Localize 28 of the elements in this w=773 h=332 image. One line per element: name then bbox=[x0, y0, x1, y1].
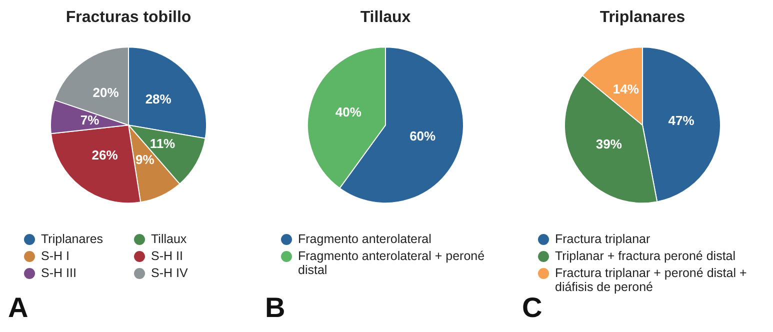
legend-label: S-H III bbox=[41, 266, 76, 280]
data-label: 11% bbox=[150, 136, 176, 151]
data-label: 9% bbox=[136, 152, 155, 168]
data-label: 28% bbox=[145, 92, 172, 107]
legend-label: Triplanares bbox=[41, 232, 104, 246]
legend-label: Fragmento anterolateral + peroné distal bbox=[298, 249, 486, 277]
legend-label: Fractura triplanar bbox=[555, 232, 650, 246]
chart-title: Triplanares bbox=[600, 9, 686, 26]
data-label: 7% bbox=[80, 112, 100, 128]
chart-title: Fracturas tobillo bbox=[66, 9, 192, 26]
data-label: 39% bbox=[596, 136, 622, 152]
text: A bbox=[8, 292, 28, 324]
data-label: 60% bbox=[410, 128, 436, 144]
text: B bbox=[265, 292, 286, 324]
legend-label: Fractura triplanar + peroné distal + diáfisis de peroné bbox=[555, 266, 748, 294]
legend-label: S-H II bbox=[151, 249, 183, 263]
legend-label: S-H I bbox=[41, 249, 70, 263]
legend-label: S-H IV bbox=[151, 266, 188, 280]
data-label: 20% bbox=[92, 84, 120, 100]
chart-title: Tillaux bbox=[360, 9, 411, 26]
data-label: 14% bbox=[612, 81, 640, 96]
legend-label: Triplanar + fractura peroné distal bbox=[555, 249, 736, 263]
legend-label: Tillaux bbox=[151, 232, 187, 246]
legend-label: Fragmento anterolateral bbox=[298, 232, 432, 246]
data-label: 26% bbox=[92, 148, 118, 163]
data-label: 40% bbox=[335, 104, 362, 120]
text: C bbox=[522, 292, 542, 324]
data-label: 47% bbox=[668, 113, 695, 128]
